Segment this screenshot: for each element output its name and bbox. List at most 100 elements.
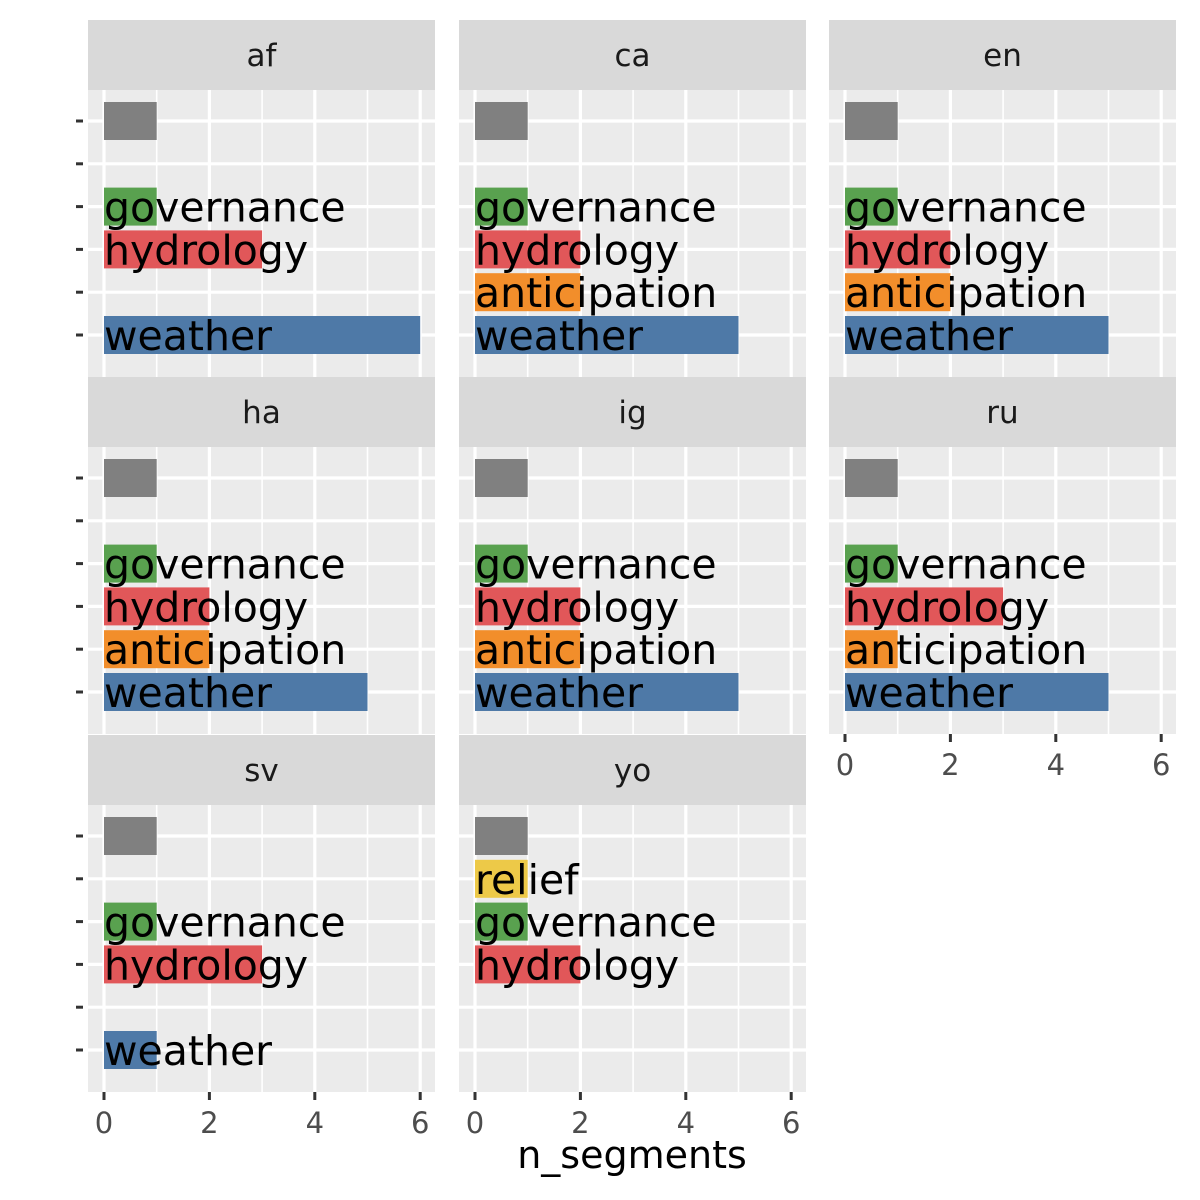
bar-label: governance (845, 184, 1087, 232)
facet-strip (88, 377, 435, 447)
bar-ig-governance (475, 544, 528, 583)
bar-sv-blank (104, 817, 157, 855)
facet-label: sv (244, 753, 279, 789)
bar-label: weather (845, 669, 1013, 717)
bar-ca-blank (475, 102, 528, 140)
facet-strip (88, 20, 435, 90)
bar-label: hydrology (104, 226, 308, 274)
bar-yo-blank (475, 817, 528, 855)
facet-strip (88, 735, 435, 805)
bar-sv-hydrology (104, 945, 263, 984)
bar-af-governance (104, 187, 157, 226)
bar-ru-governance (845, 544, 898, 583)
facet-label: af (247, 38, 278, 74)
bar-label: weather (104, 312, 272, 360)
bar-label: governance (475, 184, 717, 232)
bar-label: anticipation (104, 626, 346, 674)
x-tick-label: 0 (836, 748, 854, 782)
bar-ru-weather (845, 673, 1109, 711)
bar-ca-anticipation (475, 273, 581, 312)
bar-label: governance (845, 541, 1087, 589)
bar-label: hydrology (104, 941, 308, 989)
bar-en-governance (845, 187, 898, 226)
bar-label: governance (475, 899, 717, 947)
facet-label: ru (986, 395, 1018, 431)
bar-sv-governance (104, 902, 157, 941)
facet-strip (829, 20, 1176, 90)
bar-ru-hydrology (845, 587, 1004, 626)
x-tick-label: 0 (466, 1106, 484, 1140)
bar-ig-anticipation (475, 630, 581, 669)
bar-label: weather (475, 669, 643, 717)
bar-label: hydrology (845, 226, 1049, 274)
facets-layer: afgovernancehydrologyweathercagovernance… (76, 20, 1176, 1140)
x-tick-label: 2 (571, 1106, 589, 1140)
bar-sv-weather (104, 1031, 157, 1069)
bar-ig-weather (475, 673, 739, 711)
x-tick-label: 4 (306, 1106, 324, 1140)
bar-label: hydrology (475, 941, 679, 989)
x-tick-label: 0 (95, 1106, 113, 1140)
bar-en-hydrology (845, 230, 951, 269)
bar-ha-anticipation (104, 630, 210, 669)
bar-en-blank (845, 102, 898, 140)
x-tick-label: 2 (200, 1106, 218, 1140)
bar-en-anticipation (845, 273, 951, 312)
bar-label: governance (104, 541, 346, 589)
bar-label: weather (104, 669, 272, 717)
x-tick-label: 6 (1152, 748, 1170, 782)
facet-strip (829, 377, 1176, 447)
facet-label: ca (614, 38, 650, 74)
bar-label: hydrology (475, 583, 679, 631)
bar-yo-hydrology (475, 945, 581, 984)
bar-ig-hydrology (475, 587, 581, 626)
x-tick-label: 4 (1047, 748, 1065, 782)
bar-label: anticipation (475, 269, 717, 317)
facet-strip (459, 377, 806, 447)
bar-ha-hydrology (104, 587, 210, 626)
bar-ha-blank (104, 459, 157, 497)
facet-strip (459, 20, 806, 90)
bar-ca-weather (475, 316, 739, 354)
facet-strip (459, 735, 806, 805)
facet-label: en (983, 38, 1022, 74)
bar-ru-anticipation (845, 630, 898, 669)
bar-ca-governance (475, 187, 528, 226)
bar-label: anticipation (475, 626, 717, 674)
x-tick-label: 6 (411, 1106, 429, 1140)
x-tick-label: 4 (677, 1106, 695, 1140)
bar-label: governance (475, 541, 717, 589)
bar-label: anticipation (845, 626, 1087, 674)
bar-label: hydrology (845, 583, 1049, 631)
facet-panel-ru: ru governancehydrologyanticipationweather… (829, 377, 1176, 782)
bar-ru-blank (845, 459, 898, 497)
bar-label: weather (104, 1027, 272, 1075)
bar-ig-blank (475, 459, 528, 497)
bar-yo-relief (475, 859, 528, 898)
bar-label: relief (475, 856, 580, 904)
bar-label: anticipation (845, 269, 1087, 317)
bar-label: governance (104, 899, 346, 947)
bar-en-weather (845, 316, 1109, 354)
x-tick-label: 6 (782, 1106, 800, 1140)
bar-label: weather (475, 312, 643, 360)
bar-label: hydrology (475, 226, 679, 274)
bar-af-weather (104, 316, 421, 354)
bar-af-blank (104, 102, 157, 140)
bar-ca-hydrology (475, 230, 581, 269)
bar-ha-governance (104, 544, 157, 583)
bar-ha-weather (104, 673, 368, 711)
facet-label: yo (614, 753, 651, 789)
bar-label: hydrology (104, 583, 308, 631)
x-tick-label: 2 (941, 748, 959, 782)
x-axis-title: n_segments (517, 1133, 747, 1177)
facet-label: ig (618, 395, 646, 431)
bar-label: weather (845, 312, 1013, 360)
